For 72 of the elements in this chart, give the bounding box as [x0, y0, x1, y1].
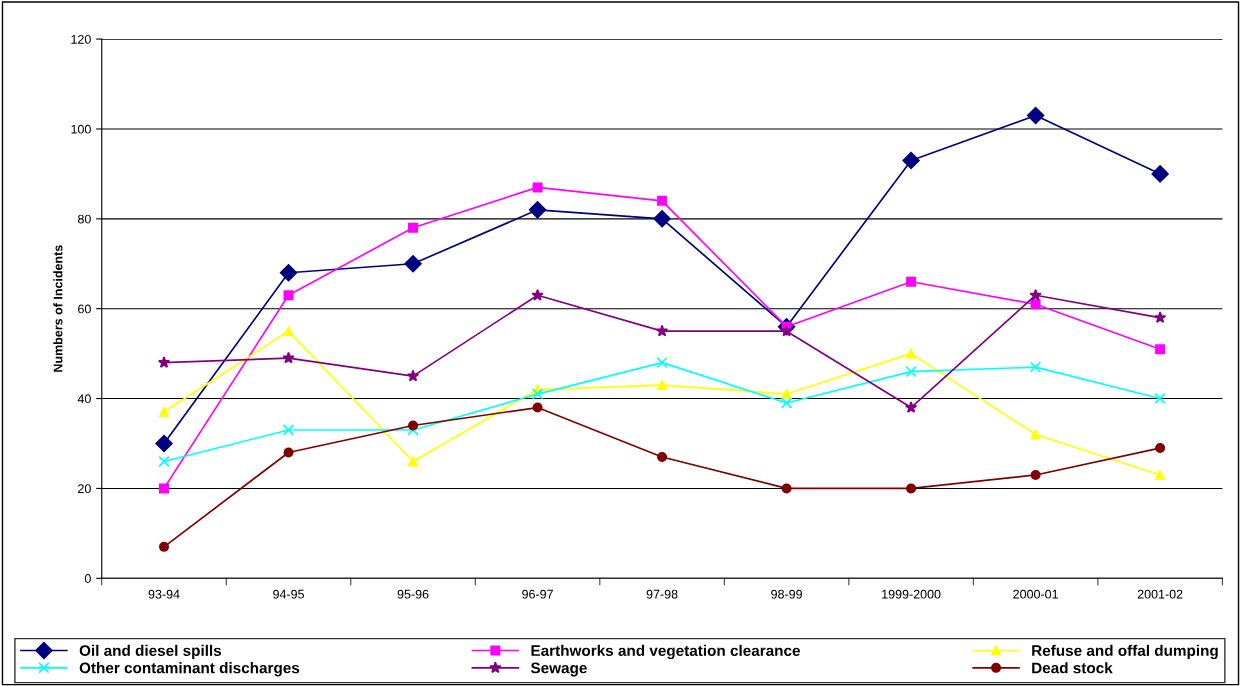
y-tick-label: 60	[78, 304, 91, 314]
point	[657, 380, 668, 391]
point	[282, 351, 295, 364]
point	[657, 451, 668, 462]
point	[1155, 344, 1166, 355]
point	[781, 483, 792, 494]
legend-label: Dead stock	[1032, 662, 1113, 674]
point	[408, 456, 419, 467]
point	[155, 434, 173, 453]
point	[532, 402, 543, 413]
point	[283, 447, 294, 458]
point	[159, 541, 170, 552]
x-tick-label: 1999-2000	[882, 589, 941, 599]
point	[1155, 469, 1166, 480]
point	[906, 276, 917, 287]
point	[781, 389, 792, 400]
x-tick-label: 95-96	[397, 589, 429, 599]
legend-label: Other contaminant discharges	[79, 662, 300, 677]
point	[905, 365, 917, 378]
y-tick-label: 80	[77, 214, 91, 224]
point	[406, 369, 420, 382]
point	[532, 182, 543, 193]
point	[904, 401, 918, 413]
point	[408, 420, 419, 431]
point	[1030, 469, 1041, 480]
point	[1154, 392, 1166, 405]
point	[283, 326, 294, 337]
point	[906, 348, 917, 359]
point	[656, 356, 668, 369]
legend-label: Sewage	[530, 662, 587, 677]
point	[282, 424, 295, 436]
point	[531, 388, 544, 400]
point	[657, 195, 668, 206]
x-tick-label: 2000-01	[1013, 589, 1058, 599]
point	[1029, 361, 1042, 373]
point	[902, 151, 920, 170]
x-tick-label: 97-98	[646, 589, 678, 599]
x-tick-label: 93-94	[148, 589, 180, 599]
y-tick-label: 0	[84, 574, 91, 583]
x-tick-label: 98-99	[771, 589, 802, 599]
point	[404, 255, 422, 273]
legend-label: Refuse and offal dumping	[1032, 644, 1218, 660]
point	[655, 324, 669, 337]
point	[528, 201, 547, 219]
point	[1030, 299, 1041, 310]
legend-label: Earthworks and vegetation clearance	[531, 644, 800, 660]
point	[158, 455, 170, 468]
point	[1030, 429, 1041, 440]
point	[906, 483, 917, 494]
x-tick-label: 2001-02	[1137, 589, 1183, 599]
point	[279, 264, 298, 282]
point	[1154, 311, 1167, 324]
point	[157, 356, 171, 368]
point	[1155, 442, 1166, 453]
point	[408, 222, 419, 233]
point	[1029, 288, 1042, 301]
point	[531, 288, 544, 301]
legend-label: Oil and diesel spills	[79, 644, 222, 660]
y-tick-label: 100	[71, 124, 91, 134]
point	[283, 290, 294, 301]
y-tick-label: 20	[78, 484, 91, 494]
x-tick-label: 96-97	[522, 589, 553, 599]
point	[159, 483, 170, 494]
point	[159, 407, 170, 418]
y-axis-title: Numbers of Incidents	[53, 245, 63, 372]
point	[1151, 165, 1169, 183]
point	[780, 397, 793, 409]
point	[1026, 106, 1045, 125]
x-tick-label: 94-95	[273, 589, 304, 599]
point	[653, 210, 671, 228]
y-tick-label: 40	[77, 394, 91, 404]
y-tick-label: 120	[71, 34, 91, 44]
